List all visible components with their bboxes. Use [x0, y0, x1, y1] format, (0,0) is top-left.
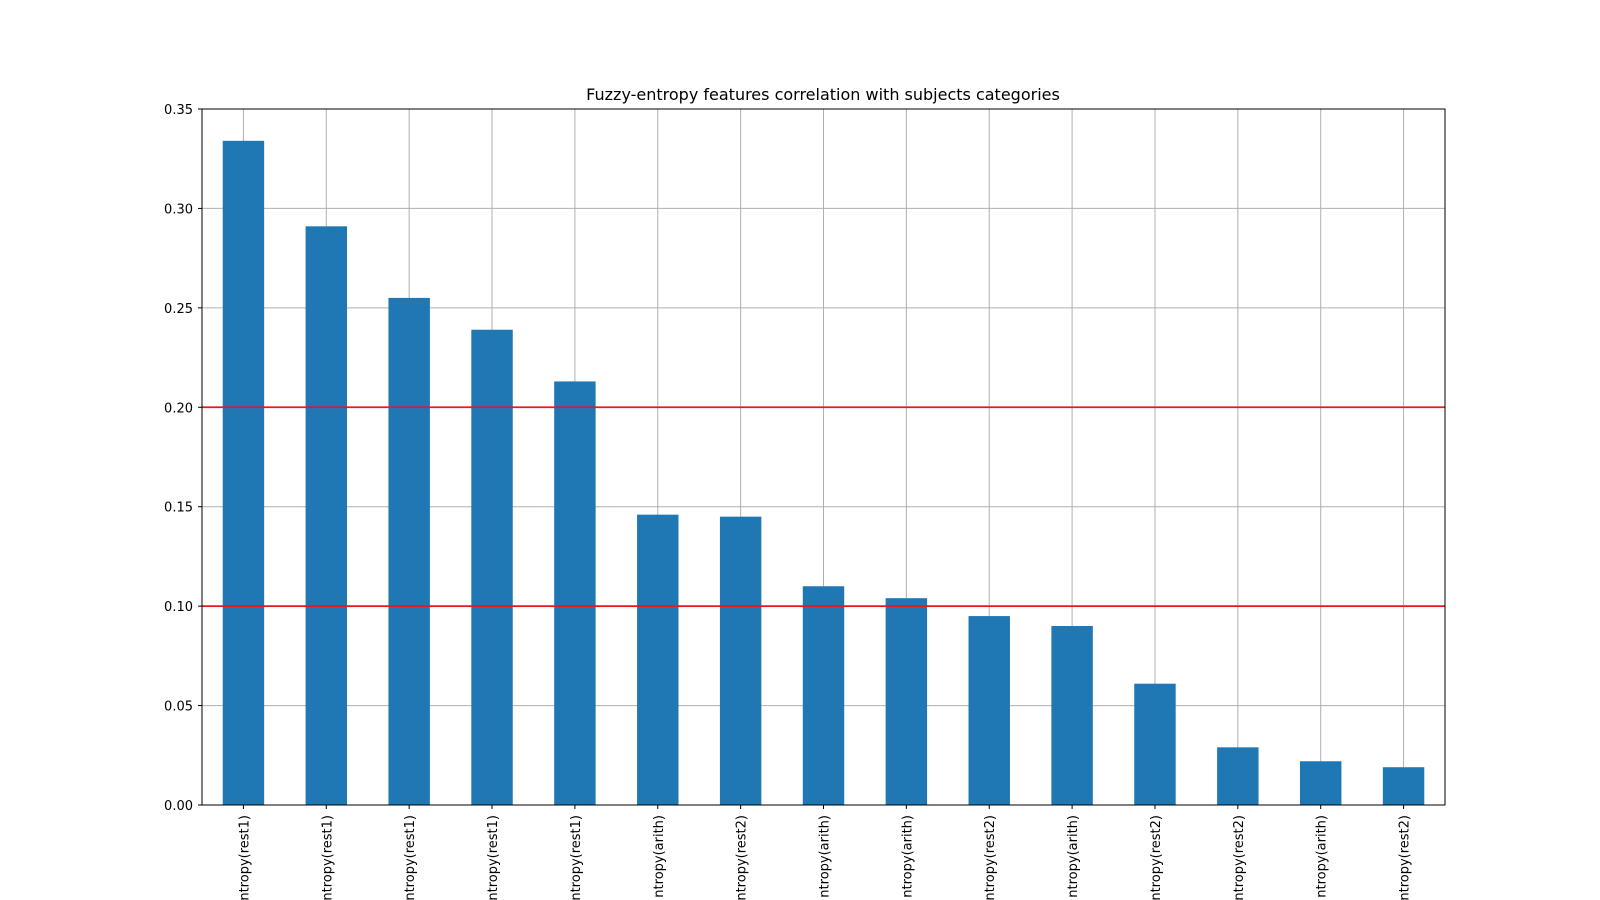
y-tick-label: 0.25 — [164, 302, 193, 317]
bar — [1217, 747, 1259, 805]
x-tick-label: ntropy(rest2) — [983, 815, 998, 900]
y-tick-label: 0.15 — [164, 501, 193, 516]
y-tick-label: 0.05 — [164, 700, 193, 715]
bar — [222, 140, 265, 805]
x-tick-label: ntropy(rest1) — [320, 815, 335, 900]
bar — [968, 616, 1010, 805]
bar — [1134, 683, 1176, 805]
x-tick-label: ntropy(rest1) — [403, 815, 418, 900]
bar — [637, 514, 679, 805]
x-tick-label: ntropy(rest1) — [486, 815, 501, 900]
y-tick-label: 0.35 — [164, 103, 193, 118]
x-tick-label: ntropy(arith) — [818, 815, 833, 898]
plot-frame — [201, 108, 1446, 806]
bar — [1382, 767, 1425, 805]
bar — [471, 329, 513, 805]
x-tick-label: ntropy(arith) — [900, 815, 915, 898]
y-tick-label: 0.10 — [164, 600, 193, 615]
bar — [1299, 761, 1342, 805]
x-tick-label: ntropy(arith) — [652, 815, 667, 898]
bar — [719, 516, 762, 805]
chart-title: Fuzzy-entropy features correlation with … — [586, 85, 1060, 104]
x-tick-label: ntropy(rest2) — [1398, 815, 1413, 900]
y-axis-ticks: 0.00 0.05 0.10 0.15 0.20 0.25 0.30 0.35 — [164, 103, 202, 814]
reference-lines — [202, 406, 1445, 608]
x-tick-label: ntropy(rest2) — [735, 815, 750, 900]
y-tick-label: 0.00 — [164, 799, 193, 814]
x-tick-label: ntropy(rest1) — [237, 815, 252, 900]
x-tick-label: ntropy(arith) — [1066, 815, 1081, 898]
x-axis-ticks: ntropy(rest1) ntropy(rest1) ntropy(rest1) n… — [237, 805, 1413, 900]
bar — [554, 381, 596, 805]
bar — [388, 297, 430, 805]
y-tick-label: 0.20 — [164, 401, 193, 416]
bar — [305, 226, 348, 806]
bar — [1051, 626, 1093, 805]
bar — [885, 598, 928, 805]
bar — [802, 586, 845, 805]
x-tick-label: ntropy(arith) — [1315, 815, 1330, 898]
x-tick-label: ntropy(rest2) — [1149, 815, 1164, 900]
x-tick-label: ntropy(rest1) — [569, 815, 584, 900]
y-tick-label: 0.30 — [164, 202, 193, 217]
x-tick-label: ntropy(rest2) — [1232, 815, 1247, 900]
bars — [222, 140, 1425, 806]
